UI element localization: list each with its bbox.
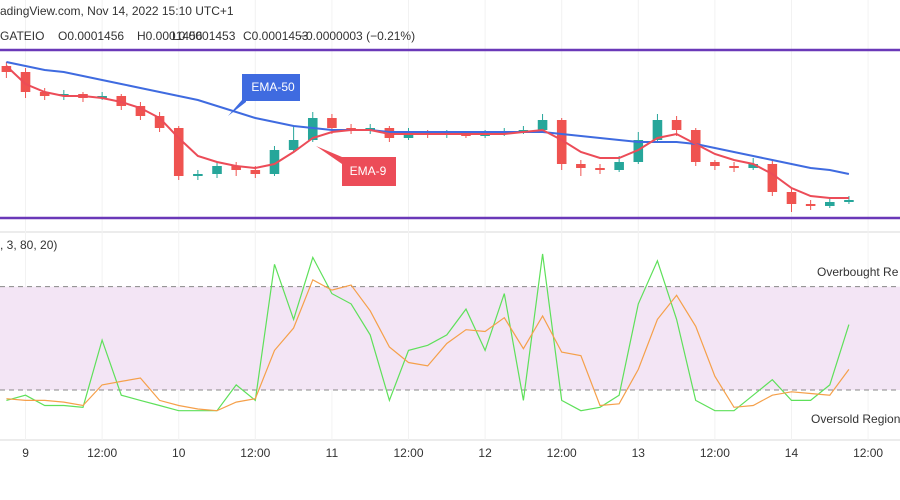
x-tick-label: 11: [326, 446, 339, 460]
x-tick-label: 12: [478, 446, 492, 460]
overbought-label: Overbought Re: [817, 265, 899, 279]
stochastic-line: [6, 253, 850, 412]
header-source: adingView.com, Nov 14, 2022 15:10 UTC+1: [0, 4, 234, 18]
x-tick-label: 12:00: [853, 446, 883, 460]
ema-50-label: EMA-50: [251, 80, 295, 94]
candle-body: [786, 192, 797, 204]
candle-body: [729, 166, 739, 168]
candle-body: [135, 106, 146, 116]
oversold-label: Oversold Region: [811, 412, 900, 426]
candle-body: [327, 118, 337, 128]
x-tick-label: 12:00: [700, 446, 730, 460]
candle-body: [1, 66, 12, 72]
candle-body: [154, 116, 165, 128]
candle-body: [39, 92, 50, 96]
ema-line: [5, 65, 849, 199]
labels: adingView.com, Nov 14, 2022 15:10 UTC+1 …: [0, 4, 900, 460]
candle-body: [671, 120, 682, 130]
candle-body: [595, 168, 605, 170]
candle-body: [288, 140, 299, 150]
header-high: H0.0001456: [137, 29, 203, 43]
candle-body: [20, 72, 31, 92]
candle-body: [193, 174, 203, 176]
x-tick-label: 12:00: [547, 446, 577, 460]
x-tick-label: 10: [172, 446, 186, 460]
ema-line: [6, 61, 850, 175]
x-tick-label: 12:00: [240, 446, 270, 460]
candle-body: [767, 164, 778, 192]
candle-body: [250, 170, 261, 174]
candle-body: [690, 130, 701, 162]
x-tick-label: 9: [22, 446, 29, 460]
candle-body: [614, 162, 624, 170]
header-open: O0.0001456: [58, 29, 124, 43]
candle-body: [173, 128, 184, 176]
x-tick-label: 13: [632, 446, 646, 460]
candle-body: [556, 120, 567, 164]
candle-body: [212, 166, 222, 174]
ema-9-label: EMA-9: [350, 164, 387, 178]
candle-body: [231, 166, 241, 170]
ema-50-callout: [228, 74, 300, 116]
candle-body: [825, 202, 835, 206]
candle-body: [576, 164, 586, 168]
candle-body: [710, 162, 720, 166]
candle-body: [748, 164, 758, 168]
indicator-label: , 3, 80, 20): [0, 238, 57, 252]
header-symbol: GATEIO: [0, 29, 44, 43]
x-tick-label: 14: [785, 446, 799, 460]
candle-body: [805, 204, 816, 206]
header-low: L0.0001453: [172, 29, 236, 43]
stochastic-panel: [0, 253, 900, 412]
candle-body: [652, 120, 663, 140]
candle-body: [844, 200, 854, 202]
header-close: C0.0001453: [243, 29, 309, 43]
band-fill: [0, 286, 900, 391]
x-tick-label: 12:00: [87, 446, 117, 460]
header-change: −0.0000003 (−0.21%): [299, 29, 415, 43]
candle-body: [537, 120, 548, 130]
ema-9-callout: [316, 146, 396, 186]
x-tick-label: 12:00: [393, 446, 423, 460]
price-panel: [0, 48, 900, 220]
candle-body: [269, 150, 280, 174]
stochastic-line: [6, 278, 850, 412]
